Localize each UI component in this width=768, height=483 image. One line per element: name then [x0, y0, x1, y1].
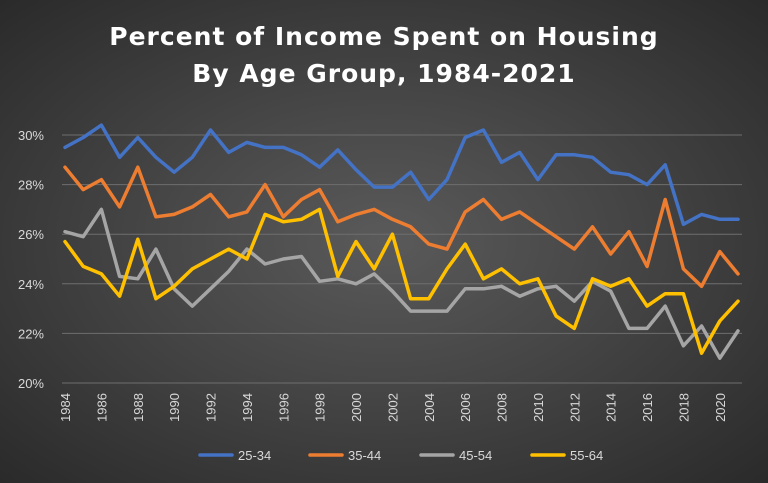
- x-tick-label: 1992: [204, 393, 219, 422]
- series-line-25-34: [63, 123, 740, 227]
- y-tick-label: 20%: [18, 376, 44, 391]
- x-tick-label: 1990: [167, 393, 182, 422]
- x-tick-label: 2014: [604, 393, 619, 422]
- x-tick-label: 2004: [422, 393, 437, 422]
- x-tick-label: 1986: [94, 393, 109, 422]
- x-tick-label: 2018: [676, 393, 691, 422]
- series-lines: [63, 123, 740, 360]
- x-tick-label: 1998: [313, 393, 328, 422]
- x-tick-label: 2020: [713, 393, 728, 422]
- legend-label: 25-34: [238, 448, 271, 463]
- x-tick-label: 1988: [131, 393, 146, 422]
- y-axis-ticks: 20% 22% 24% 26% 28% 30%: [18, 128, 44, 391]
- legend: 25-34 35-44 45-54 55-64: [198, 448, 603, 463]
- legend-label: 55-64: [570, 448, 603, 463]
- x-tick-label: 2012: [567, 393, 582, 422]
- x-axis-ticks: 1984 1986 1988 1990 1992 1994 1996 1998 2000 2002…: [58, 393, 728, 422]
- legend-label: 45-54: [459, 448, 492, 463]
- x-tick-label: 2000: [349, 393, 364, 422]
- x-tick-label: 2006: [458, 393, 473, 422]
- gridlines: [62, 134, 742, 384]
- y-tick-label: 24%: [18, 277, 44, 292]
- legend-label: 35-44: [348, 448, 381, 463]
- x-tick-label: 2002: [385, 393, 400, 422]
- x-tick-label: 2008: [495, 393, 510, 422]
- x-tick-label: 1996: [276, 393, 291, 422]
- y-tick-label: 28%: [18, 178, 44, 193]
- chart-title: Percent of Income Spent on Housing: [109, 22, 659, 51]
- series-line-55-64: [63, 207, 740, 355]
- y-tick-label: 22%: [18, 326, 44, 341]
- x-tick-label: 1984: [58, 393, 73, 422]
- y-tick-label: 30%: [18, 128, 44, 143]
- x-tick-label: 2010: [531, 393, 546, 422]
- x-tick-label: 2016: [640, 393, 655, 422]
- series-line-45-54: [63, 207, 740, 360]
- x-tick-label: 1994: [240, 393, 255, 422]
- chart-subtitle: By Age Group, 1984-2021: [192, 59, 576, 88]
- y-tick-label: 26%: [18, 227, 44, 242]
- series-line-35-44: [63, 165, 740, 289]
- chart-title-block: Percent of Income Spent on Housing By Ag…: [0, 18, 768, 92]
